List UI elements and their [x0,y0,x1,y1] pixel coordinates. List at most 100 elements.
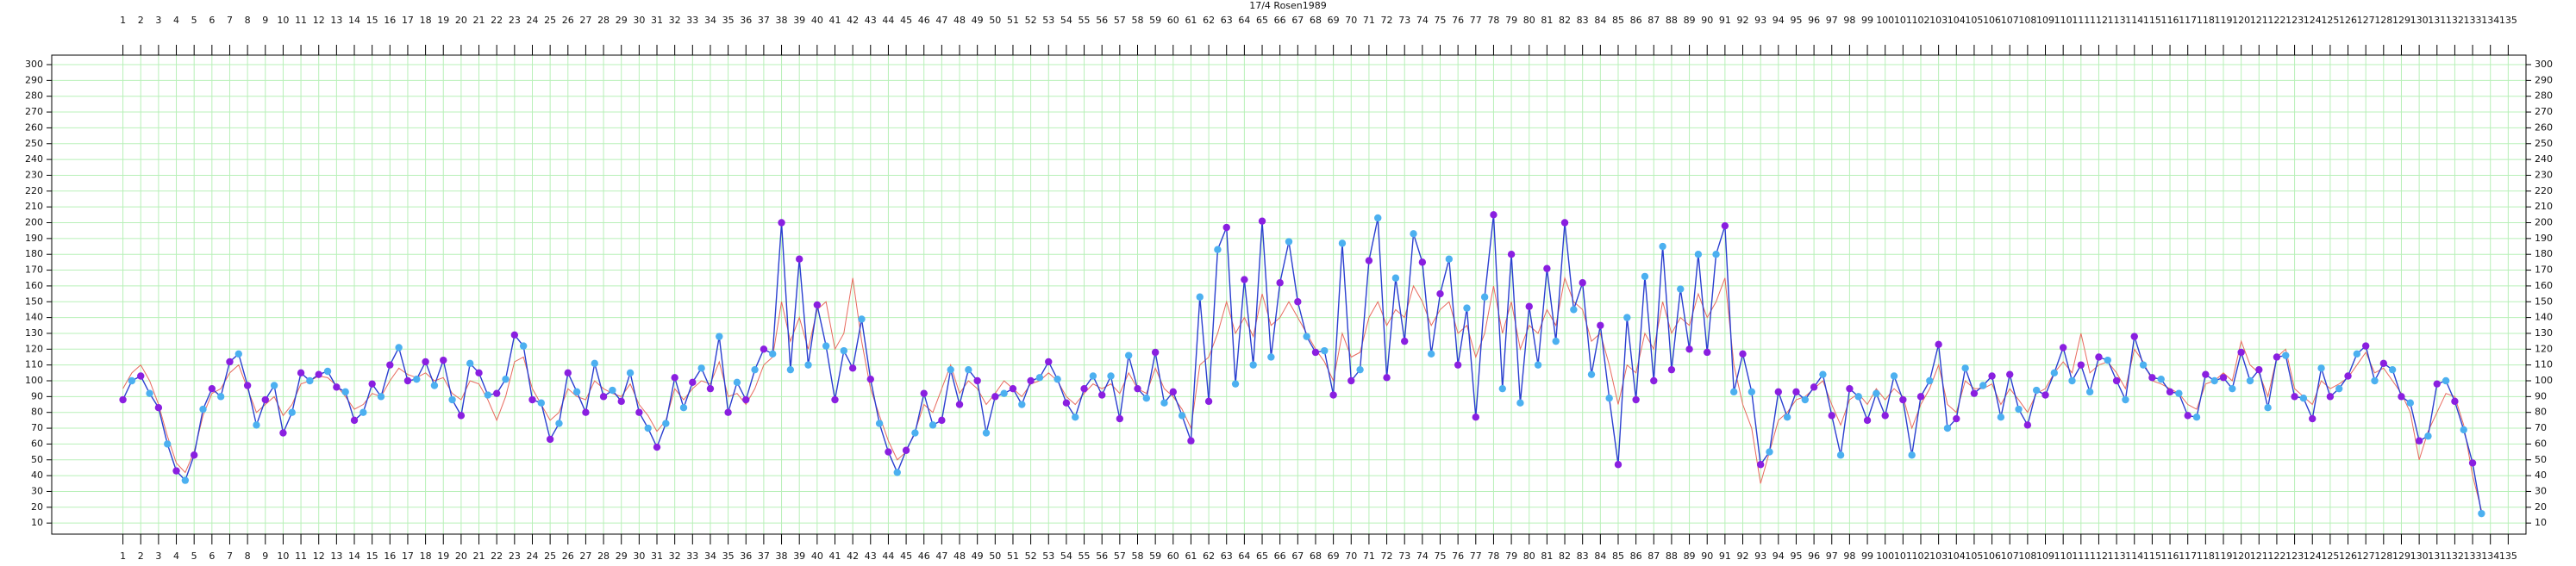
x-tick-label: 34 [704,550,716,562]
x-tick-label: 107 [2001,15,2019,26]
point [403,376,412,385]
point [164,440,172,448]
x-tick-label: 132 [2446,550,2464,562]
x-tick-label: 50 [989,550,1001,562]
x-tick-label: 13 [330,550,342,562]
x-tick-label: 112 [2090,15,2108,26]
x-tick-label: 129 [2392,15,2410,26]
y-tick-label: 300 [2535,59,2553,70]
x-tick-label: 116 [2161,15,2179,26]
point [1214,246,1222,253]
x-tick-label: 40 [811,550,823,562]
point [137,372,145,380]
point [1560,219,1569,227]
point [1943,424,1952,432]
point [1970,389,1979,397]
x-tick-label: 74 [1416,15,1429,26]
x-tick-label: 67 [1291,550,1304,562]
y-tick-label: 70 [31,422,43,433]
point [831,395,839,404]
x-tick-label: 74 [1416,550,1429,562]
point [2451,397,2459,406]
x-tick-label: 98 [1843,550,1855,562]
point [760,345,768,353]
point [2415,437,2423,445]
x-tick-label: 3 [155,15,161,26]
point [360,408,367,416]
x-tick-label: 90 [1701,550,1713,562]
x-tick-label: 31 [651,15,663,26]
x-tick-label: 120 [2232,15,2250,26]
point [1997,414,2005,421]
point [422,358,429,366]
point [2157,375,2165,383]
point [1276,279,1284,287]
y-tick-label: 210 [25,201,43,212]
y-tick-label: 10 [2535,517,2547,528]
x-tick-label: 41 [828,550,841,562]
point [1908,451,1916,459]
x-tick-label: 116 [2161,550,2179,562]
point [1401,337,1409,345]
x-tick-label: 52 [1025,550,1037,562]
plot-frame [51,54,2527,535]
x-tick-label: 5 [191,550,197,562]
point [751,365,759,374]
point [2112,376,2121,385]
x-tick-label: 85 [1612,15,1624,26]
point [582,408,590,416]
x-tick-label: 125 [2321,15,2339,26]
point [2335,384,2343,393]
x-tick-label: 20 [455,550,467,562]
point [733,378,741,387]
x-tick-label: 61 [1185,15,1197,26]
point [2309,414,2317,423]
y-tick-label: 270 [2535,106,2553,117]
y-tick-label: 280 [2535,90,2553,102]
point [920,389,928,397]
point [1027,376,1035,385]
point [2282,351,2290,359]
x-tick-label: 66 [1274,15,1286,26]
point [902,446,910,454]
y-tick-label: 70 [2535,422,2547,433]
x-tick-label: 108 [2018,550,2036,562]
x-tick-label: 57 [1114,15,1126,26]
point [1935,340,1942,349]
x-tick-label: 104 [1948,15,1966,26]
x-tick-label: 121 [2250,550,2268,562]
point [323,367,332,376]
point [982,429,991,437]
point [1587,370,1596,378]
x-tick-label: 67 [1291,15,1304,26]
point [795,255,803,263]
y-tick-label: 170 [25,264,43,276]
y-tick-label: 110 [2535,359,2553,370]
x-tick-label: 57 [1114,550,1126,562]
y-tick-label: 250 [2535,138,2553,149]
y-tick-label: 180 [25,248,43,259]
x-tick-label: 86 [1630,550,1642,562]
x-tick-label: 24 [526,550,538,562]
x-tick-label: 97 [1826,550,1838,562]
point [457,412,466,420]
point [742,395,750,404]
x-tick-label: 114 [2125,550,2143,562]
y-tick-label: 290 [25,74,43,85]
point [1863,416,1872,425]
point [1321,346,1329,355]
point [2139,361,2148,369]
x-tick-label: 128 [2374,15,2392,26]
x-tick-label: 84 [1594,550,1606,562]
point [430,382,439,389]
x-tick-label: 44 [882,550,894,562]
x-tick-label: 52 [1025,15,1037,26]
point [1873,389,1880,397]
y-tick-label: 100 [2535,375,2553,386]
x-tick-label: 90 [1701,15,1713,26]
point [1605,394,1613,402]
x-tick-label: 16 [384,550,396,562]
y-tick-label: 10 [31,517,43,528]
